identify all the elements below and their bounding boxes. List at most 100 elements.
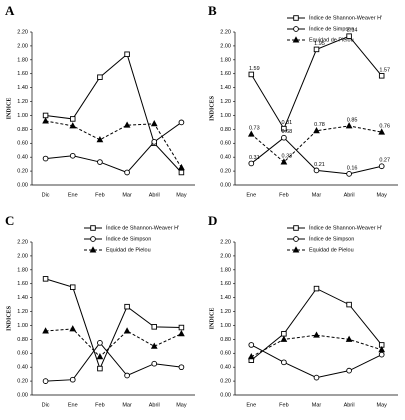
y-tick-label: 1.80 — [220, 267, 231, 273]
marker — [151, 139, 158, 145]
marker — [378, 346, 386, 353]
y-tick-label: 1.80 — [17, 267, 28, 273]
y-tick-label: 2.20 — [220, 29, 231, 35]
y-tick-label: 0.40 — [17, 365, 28, 371]
x-tick-label: Abril — [344, 192, 355, 198]
marker — [248, 342, 255, 348]
y-tick-label: 1.40 — [17, 295, 28, 301]
y-tick-label: 1.60 — [17, 281, 28, 287]
marker — [313, 374, 320, 381]
marker — [292, 246, 300, 253]
marker — [293, 15, 299, 21]
marker — [346, 33, 352, 39]
marker — [178, 163, 185, 171]
marker — [96, 353, 104, 360]
panel-letter: C — [5, 213, 14, 228]
y-tick-label: 2.20 — [17, 29, 28, 35]
legend-label: Equidad de Pielou — [309, 37, 354, 43]
marker — [313, 285, 320, 292]
x-tick-label: Feb — [279, 192, 288, 198]
series-line — [250, 287, 383, 361]
marker — [378, 73, 385, 79]
marker — [42, 112, 49, 119]
y-tick-label: 1.20 — [17, 309, 28, 315]
marker — [280, 158, 288, 165]
y-tick-label: 2.00 — [220, 43, 231, 49]
marker — [293, 26, 299, 32]
y-tick-label: 1.20 — [220, 99, 231, 105]
x-tick-label: Ene — [68, 192, 78, 198]
marker — [124, 169, 130, 176]
marker — [313, 331, 320, 338]
marker — [346, 367, 352, 374]
y-tick-label: 1.00 — [17, 113, 28, 119]
y-tick-label: 0.80 — [220, 127, 231, 133]
data-label: 0.31 — [249, 155, 260, 161]
data-label: 0.33 — [282, 154, 293, 160]
panel-letter: B — [208, 3, 217, 18]
y-tick-label: 0.80 — [17, 127, 28, 133]
marker — [378, 351, 385, 358]
x-tick-label: Feb — [279, 402, 288, 408]
series-line — [251, 334, 382, 358]
marker — [280, 335, 288, 342]
data-label: 0.68 — [282, 129, 293, 135]
x-tick-label: Dic — [42, 402, 50, 408]
x-tick-label: May — [377, 192, 388, 198]
marker — [346, 171, 352, 177]
marker — [345, 122, 353, 129]
x-tick-label: Mar — [312, 402, 322, 408]
marker — [248, 160, 255, 167]
y-tick-label: 1.40 — [220, 85, 231, 91]
y-tick-label: 1.20 — [220, 309, 231, 315]
data-label: 0.78 — [314, 122, 325, 128]
y-tick-label: 0.60 — [17, 351, 28, 357]
y-tick-label: 1.60 — [17, 71, 28, 77]
marker — [124, 303, 130, 310]
y-tick-label: 0.20 — [17, 169, 28, 175]
x-tick-label: Dic — [42, 192, 50, 198]
x-tick-label: Abril — [149, 192, 160, 198]
series-line — [45, 328, 182, 358]
marker — [90, 225, 96, 231]
marker — [151, 360, 158, 367]
marker — [178, 119, 185, 126]
marker — [293, 236, 299, 242]
marker — [247, 130, 255, 137]
marker — [150, 120, 158, 127]
marker — [69, 122, 77, 129]
marker — [293, 225, 299, 231]
y-tick-label: 0.80 — [220, 337, 231, 343]
legend-label: Índice de Shannon-Weaver H' — [106, 224, 179, 231]
y-tick-label: 1.00 — [220, 323, 231, 329]
y-tick-label: 0.60 — [17, 141, 28, 147]
marker — [292, 36, 300, 43]
y-tick-label: 1.20 — [17, 99, 28, 105]
legend-label: Índice de Simpson — [106, 235, 151, 242]
data-label: 2.14 — [347, 28, 358, 34]
marker — [281, 134, 287, 141]
x-tick-label: Feb — [95, 192, 104, 198]
y-tick-label: 0.20 — [220, 379, 231, 385]
x-tick-label: Mar — [122, 192, 132, 198]
x-tick-label: Mar — [122, 402, 132, 408]
marker — [97, 365, 103, 372]
marker — [69, 284, 76, 290]
y-tick-label: 1.40 — [220, 295, 231, 301]
y-tick-label: 0.60 — [220, 351, 231, 357]
y-tick-label: 0.80 — [17, 337, 28, 343]
y-tick-label: 1.40 — [17, 85, 28, 91]
y-tick-label: 0.40 — [17, 155, 28, 161]
marker — [69, 376, 76, 383]
marker — [69, 152, 76, 159]
y-tick-label: 1.80 — [220, 57, 231, 63]
y-tick-label: 0.20 — [220, 169, 231, 175]
x-tick-label: May — [377, 402, 388, 408]
marker — [89, 246, 97, 253]
legend-label: Índice de Shannon-Weaver H' — [309, 224, 382, 231]
data-label: 0.16 — [347, 165, 358, 171]
y-axis-label: INDICE — [209, 308, 215, 330]
series-line — [45, 342, 182, 382]
y-tick-label: 0.40 — [220, 155, 231, 161]
data-label: 1.57 — [379, 67, 390, 73]
